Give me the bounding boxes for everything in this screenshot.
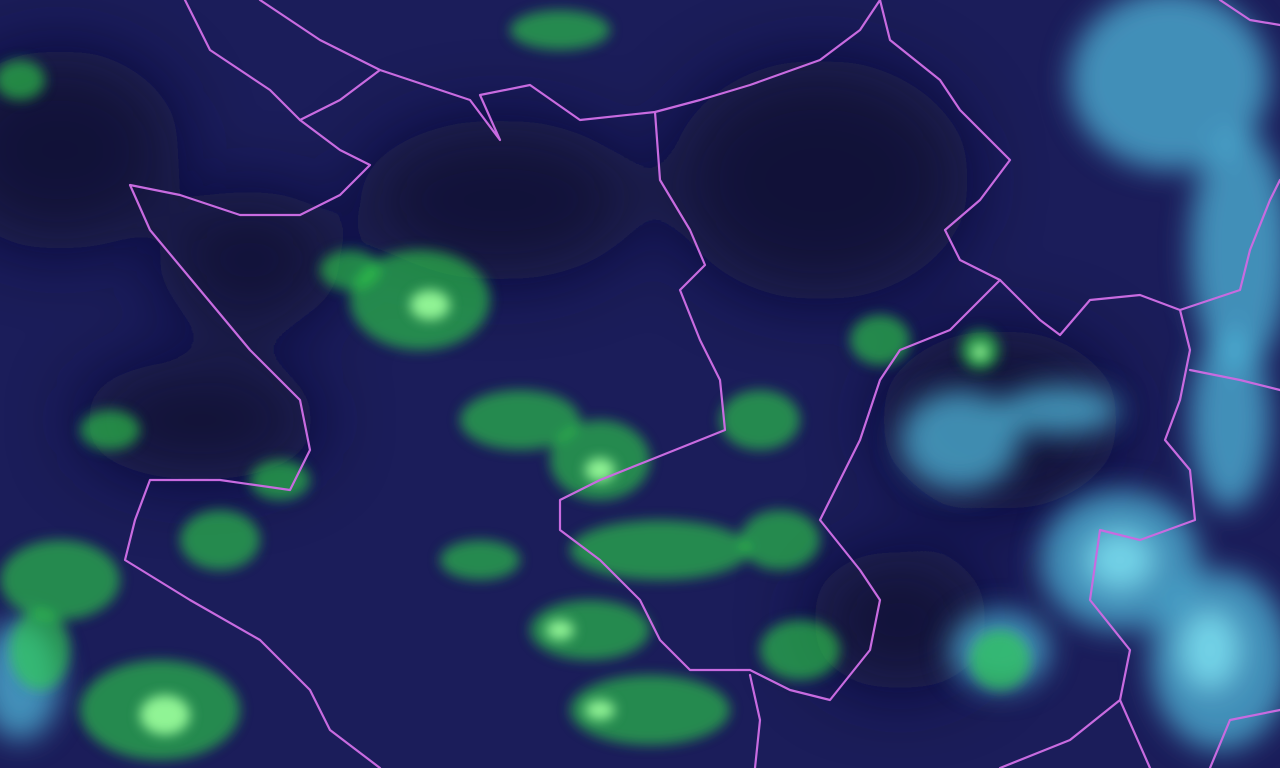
vegetation-patch: [0, 60, 45, 100]
cloud-patch: [1000, 385, 1120, 435]
vegetation-patch: [720, 390, 800, 450]
cloud-patch: [900, 390, 1020, 490]
vegetation-patch: [180, 510, 260, 570]
vegetation-patch: [850, 315, 910, 365]
vegetation-patch: [570, 675, 730, 745]
vegetation-patch: [250, 460, 310, 500]
vegetation-patch: [510, 10, 610, 50]
vegetation-patch: [530, 600, 650, 660]
dark-patch: [0, 50, 180, 250]
border-line: [748, 673, 762, 768]
dark-patch: [360, 120, 640, 280]
vegetation-patch: [570, 520, 750, 580]
vegetation-patch: [80, 410, 140, 450]
vegetation-patch: [460, 390, 580, 450]
vegetation-bright: [410, 290, 450, 320]
dark-patch: [670, 60, 970, 300]
vegetation-patch: [10, 610, 70, 690]
vegetation-patch: [0, 540, 120, 620]
vegetation-patch: [740, 510, 820, 570]
cloud-patch: [1070, 0, 1270, 170]
vegetation-patch: [320, 250, 380, 290]
vegetation-bright: [140, 695, 190, 735]
border-line: [1208, 708, 1280, 768]
border-line: [1218, 0, 1280, 27]
border-line: [1118, 698, 1152, 768]
administrative-borders: [123, 0, 1280, 768]
vegetation-patch: [760, 620, 840, 680]
border-line: [378, 0, 882, 142]
dark-patch: [810, 550, 990, 690]
cloud-core: [1085, 530, 1155, 590]
border-line: [1188, 368, 1280, 392]
border-line: [878, 0, 1280, 337]
vegetation-highlights: [140, 290, 988, 735]
cloud-patch: [1190, 130, 1280, 370]
vegetation-bright: [585, 458, 615, 482]
dark-patch: [80, 360, 320, 480]
vegetation-patch: [970, 630, 1030, 690]
vegetation-patch: [440, 540, 520, 580]
vegetation-bright: [546, 620, 574, 640]
border-line: [123, 0, 382, 768]
border-line: [558, 110, 1002, 702]
vegetation-bright: [972, 344, 988, 360]
dark-areas: [0, 50, 1120, 690]
vegetation-areas: [0, 10, 1030, 760]
cloud-core: [1180, 610, 1240, 690]
cloud-patch: [1190, 330, 1270, 510]
vegetation-bright: [585, 700, 615, 720]
dark-patch: [160, 190, 340, 330]
